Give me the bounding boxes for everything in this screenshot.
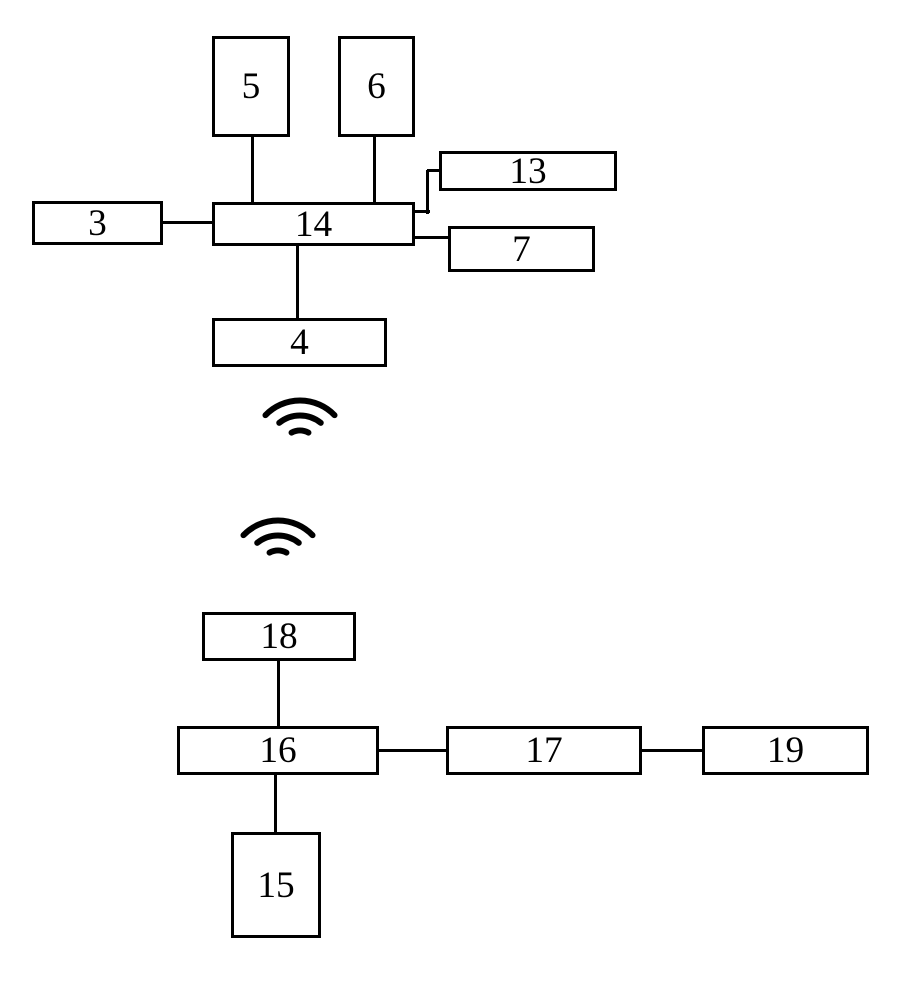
block-b14: 14 — [212, 202, 415, 246]
block-label: 18 — [260, 615, 297, 658]
connector-l_16_15 — [274, 775, 277, 832]
connector-l_18_16 — [277, 661, 280, 726]
block-label: 7 — [512, 228, 531, 271]
block-b19: 19 — [702, 726, 869, 775]
block-label: 19 — [767, 729, 804, 772]
block-b4: 4 — [212, 318, 387, 367]
block-label: 13 — [509, 150, 546, 193]
block-label: 14 — [295, 203, 332, 246]
block-label: 3 — [88, 202, 107, 245]
block-label: 5 — [242, 65, 261, 108]
connector-l_14_4 — [296, 246, 299, 318]
block-label: 15 — [257, 864, 294, 907]
block-label: 6 — [367, 65, 386, 108]
block-b13: 13 — [439, 151, 617, 191]
connector-l_14_13v — [426, 170, 429, 214]
block-b6: 6 — [338, 36, 415, 137]
connector-l_13_end — [427, 169, 439, 172]
block-b7: 7 — [448, 226, 595, 272]
block-label: 16 — [259, 729, 296, 772]
wireless-icon-w1 — [245, 382, 355, 452]
block-b17: 17 — [446, 726, 642, 775]
connector-l_6_14 — [373, 137, 376, 202]
block-label: 4 — [290, 321, 309, 364]
connector-l_16_17 — [379, 749, 446, 752]
connector-l_17_19 — [642, 749, 702, 752]
block-b15: 15 — [231, 832, 321, 938]
block-label: 17 — [525, 729, 562, 772]
connector-l_3_14 — [163, 221, 212, 224]
block-b16: 16 — [177, 726, 379, 775]
block-b18: 18 — [202, 612, 356, 661]
connector-l_14_7 — [415, 236, 448, 239]
block-b5: 5 — [212, 36, 290, 137]
block-b3: 3 — [32, 201, 163, 245]
wireless-icon-w2 — [223, 502, 333, 572]
connector-l_5_14 — [251, 137, 254, 202]
